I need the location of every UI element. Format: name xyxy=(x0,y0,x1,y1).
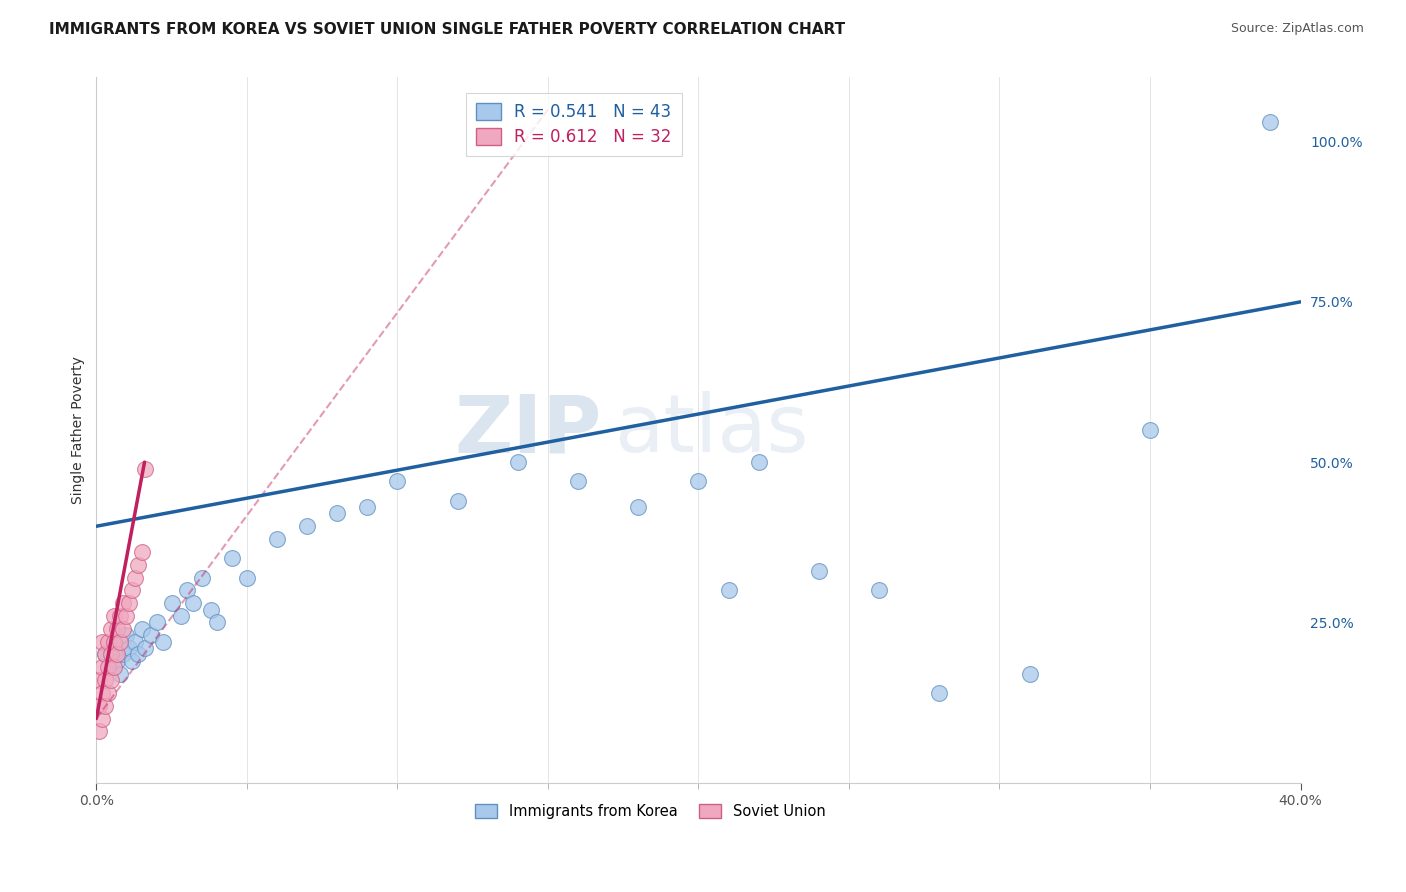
Text: ZIP: ZIP xyxy=(456,391,602,469)
Point xyxy=(181,596,204,610)
Point xyxy=(124,634,146,648)
Point xyxy=(112,596,135,610)
Point xyxy=(100,622,122,636)
Point xyxy=(868,583,890,598)
Y-axis label: Single Father Poverty: Single Father Poverty xyxy=(72,356,86,504)
Point xyxy=(94,698,117,713)
Point xyxy=(103,609,125,624)
Point xyxy=(1018,666,1040,681)
Text: Source: ZipAtlas.com: Source: ZipAtlas.com xyxy=(1230,22,1364,36)
Point xyxy=(112,622,135,636)
Point xyxy=(176,583,198,598)
Point xyxy=(107,648,129,662)
Point xyxy=(266,532,288,546)
Point xyxy=(100,660,122,674)
Point xyxy=(688,475,710,489)
Point xyxy=(91,686,114,700)
Point xyxy=(205,615,228,630)
Point xyxy=(118,596,141,610)
Point xyxy=(91,634,114,648)
Point xyxy=(387,475,409,489)
Point xyxy=(128,558,150,572)
Point xyxy=(169,609,191,624)
Point xyxy=(131,545,153,559)
Point xyxy=(89,698,111,713)
Point xyxy=(107,654,129,668)
Point xyxy=(717,583,740,598)
Legend: Immigrants from Korea, Soviet Union: Immigrants from Korea, Soviet Union xyxy=(470,797,831,825)
Point xyxy=(356,500,378,514)
Point xyxy=(627,500,650,514)
Point xyxy=(506,455,529,469)
Point xyxy=(128,648,150,662)
Point xyxy=(110,666,132,681)
Point xyxy=(103,634,125,648)
Point xyxy=(134,641,156,656)
Point xyxy=(236,570,259,584)
Point xyxy=(145,615,167,630)
Point xyxy=(89,724,111,739)
Point xyxy=(928,686,950,700)
Point xyxy=(100,673,122,687)
Text: atlas: atlas xyxy=(614,391,808,469)
Point xyxy=(118,641,141,656)
Point xyxy=(121,583,143,598)
Point xyxy=(139,628,162,642)
Point xyxy=(103,660,125,674)
Point xyxy=(326,507,349,521)
Point xyxy=(97,686,120,700)
Point xyxy=(807,564,830,578)
Point xyxy=(748,455,770,469)
Point xyxy=(134,461,156,475)
Point xyxy=(160,596,183,610)
Point xyxy=(94,673,117,687)
Point xyxy=(295,519,318,533)
Point xyxy=(567,475,589,489)
Point xyxy=(91,712,114,726)
Point xyxy=(107,622,129,636)
Point xyxy=(94,648,117,662)
Text: IMMIGRANTS FROM KOREA VS SOVIET UNION SINGLE FATHER POVERTY CORRELATION CHART: IMMIGRANTS FROM KOREA VS SOVIET UNION SI… xyxy=(49,22,845,37)
Point xyxy=(103,634,125,648)
Point xyxy=(110,634,132,648)
Point xyxy=(152,634,174,648)
Point xyxy=(1260,115,1282,129)
Point xyxy=(115,628,138,642)
Point xyxy=(89,673,111,687)
Point xyxy=(97,634,120,648)
Point xyxy=(200,602,222,616)
Point xyxy=(97,660,120,674)
Point xyxy=(91,660,114,674)
Point xyxy=(100,648,122,662)
Point xyxy=(131,622,153,636)
Point xyxy=(221,551,243,566)
Point xyxy=(112,648,135,662)
Point xyxy=(190,570,212,584)
Point xyxy=(1139,423,1161,437)
Point xyxy=(124,570,146,584)
Point xyxy=(115,609,138,624)
Point xyxy=(94,648,117,662)
Point xyxy=(121,654,143,668)
Point xyxy=(110,609,132,624)
Point xyxy=(446,493,468,508)
